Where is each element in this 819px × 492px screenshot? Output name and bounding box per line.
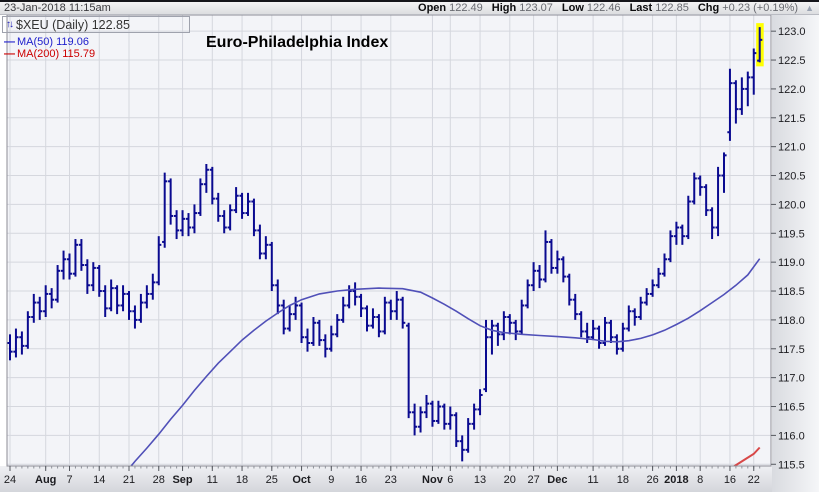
y-axis: 123.0 122.5 122.0 121.5 121.0 120.5 120.0 119.5… xyxy=(771,26,806,471)
y-tick-label: 120.0 xyxy=(778,199,806,211)
x-tick-label: 2018 xyxy=(664,474,688,486)
collapse-arrow-icon[interactable]: ▲ xyxy=(805,2,814,13)
ma200-line xyxy=(732,446,761,466)
ma200-line-swatch-icon: — xyxy=(4,48,15,60)
low-field: Low 122.46 xyxy=(561,1,621,14)
x-tick-label: 9 xyxy=(328,474,334,486)
y-tick-label: 116.0 xyxy=(778,430,805,442)
x-tick-label: 16 xyxy=(355,474,367,486)
ma200-legend-label: MA(200) 115.79 xyxy=(17,48,96,60)
y-tick-label: 117.0 xyxy=(778,373,805,385)
x-axis-panel xyxy=(0,466,819,492)
quote-readout-bar: 23-Jan-2018 11:15am Open 122.49 High 123.0… xyxy=(0,0,819,15)
ma50-line xyxy=(130,258,761,466)
x-tick-label: 11 xyxy=(587,474,598,486)
y-tick-label: 121.5 xyxy=(778,113,806,125)
ma50-legend: — MA(50) 119.06 xyxy=(4,36,89,48)
x-tick-label: Dec xyxy=(547,474,567,486)
y-tick-label: 121.0 xyxy=(778,142,806,154)
x-tick-label: Oct xyxy=(292,474,311,486)
open-field: Open 122.49 xyxy=(418,1,483,14)
x-tick-label: 18 xyxy=(617,474,629,486)
timestamp: 23-Jan-2018 11:15am xyxy=(4,1,111,14)
x-tick-label: Nov xyxy=(422,474,444,486)
x-tick-label: 14 xyxy=(93,474,105,486)
y-tick-label: 122.0 xyxy=(778,84,806,96)
plot-area[interactable] xyxy=(7,15,771,466)
change-field: Chg +0.23 (+0.19%) xyxy=(697,1,799,14)
ma50-line-swatch-icon: — xyxy=(4,36,15,48)
y-axis-panel xyxy=(772,15,819,492)
high-field: High 123.07 xyxy=(491,1,553,14)
x-tick-label: 7 xyxy=(66,474,72,486)
x-tick-label: 28 xyxy=(153,474,165,486)
x-tick-label: 26 xyxy=(646,474,658,486)
y-tick-label: 120.5 xyxy=(778,171,806,183)
x-tick-label: 25 xyxy=(266,474,278,486)
y-tick-label: 115.5 xyxy=(778,459,805,471)
x-tick-label: 6 xyxy=(447,474,453,486)
x-tick-label: 18 xyxy=(236,474,248,486)
symbol-legend-label: $XEU (Daily) 122.85 xyxy=(16,17,130,32)
x-tick-label: 23 xyxy=(385,474,397,486)
ohlc-fields: Open 122.49 High 123.07 Low 122.46 Last 122.… xyxy=(418,2,798,15)
y-tick-label: 123.0 xyxy=(778,26,806,38)
symbol-legend: ↑↓ $XEU (Daily) 122.85 xyxy=(2,16,190,33)
x-tick-label: Aug xyxy=(35,474,56,486)
ma50-legend-label: MA(50) 119.06 xyxy=(17,36,89,48)
x-tick-label: 8 xyxy=(697,474,703,486)
price-bars-icon: ↑↓ xyxy=(6,19,14,30)
x-tick-label: 27 xyxy=(527,474,539,486)
price-bars xyxy=(7,27,763,462)
y-tick-label: 122.5 xyxy=(778,55,806,67)
y-tick-label: 116.5 xyxy=(778,402,805,414)
y-tick-label: 118.0 xyxy=(778,315,805,327)
chart-title: Euro-Philadelphia Index xyxy=(206,34,389,51)
x-tick-label: 21 xyxy=(123,474,135,486)
plot-background xyxy=(7,15,771,466)
ma200-legend: — MA(200) 115.79 xyxy=(4,48,95,60)
y-tick-label: 118.5 xyxy=(778,286,805,298)
gridlines xyxy=(7,15,771,466)
x-tick-label: 20 xyxy=(504,474,516,486)
x-tick-label: Sep xyxy=(172,474,192,486)
x-tick-label: 13 xyxy=(474,474,486,486)
x-tick-label: 16 xyxy=(724,474,736,486)
x-axis: 24 Aug 7 14 21 28 Sep 11 18 25 Oct 9 16 23 Nov 6 13 20 27 D… xyxy=(4,466,760,486)
x-tick-label: 24 xyxy=(4,474,16,486)
x-tick-label: 22 xyxy=(748,474,760,486)
last-field: Last 122.85 xyxy=(629,1,689,14)
plot-border xyxy=(6,14,772,467)
x-tick-label: 11 xyxy=(207,474,218,486)
y-tick-label: 117.5 xyxy=(778,344,805,356)
y-tick-label: 119.5 xyxy=(778,228,805,240)
y-tick-label: 119.0 xyxy=(778,257,805,269)
